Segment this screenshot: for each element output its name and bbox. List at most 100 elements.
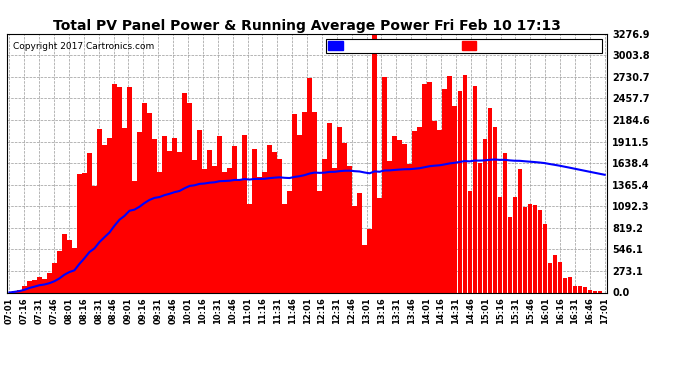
Bar	[328, 123, 332, 292]
Bar	[208, 150, 212, 292]
Bar	[568, 277, 572, 292]
Bar	[457, 91, 462, 292]
Bar	[222, 172, 226, 292]
Bar	[453, 106, 457, 292]
Bar	[528, 204, 532, 292]
Bar	[562, 278, 566, 292]
Bar	[373, 34, 377, 292]
Bar	[353, 206, 357, 292]
Bar	[377, 198, 382, 292]
Bar	[72, 248, 77, 292]
Bar	[157, 172, 161, 292]
Bar	[593, 291, 597, 292]
Bar	[598, 291, 602, 292]
Bar	[132, 181, 137, 292]
Bar	[248, 204, 252, 292]
Bar	[348, 166, 352, 292]
Bar	[437, 130, 442, 292]
Bar	[37, 277, 41, 292]
Bar	[293, 114, 297, 292]
Bar	[142, 103, 146, 292]
Bar	[233, 147, 237, 292]
Bar	[188, 103, 192, 292]
Bar	[322, 159, 326, 292]
Bar	[262, 172, 266, 292]
Bar	[408, 164, 412, 292]
Bar	[242, 135, 246, 292]
Bar	[282, 204, 286, 292]
Bar	[42, 279, 46, 292]
Bar	[237, 180, 242, 292]
Bar	[468, 191, 472, 292]
Bar	[182, 93, 186, 292]
Bar	[297, 135, 302, 292]
Bar	[62, 234, 66, 292]
Bar	[513, 198, 517, 292]
Bar	[522, 207, 526, 292]
Bar	[558, 262, 562, 292]
Bar	[417, 127, 422, 292]
Bar	[553, 255, 557, 292]
Bar	[172, 138, 177, 292]
Bar	[28, 280, 32, 292]
Bar	[462, 75, 466, 292]
Bar	[108, 138, 112, 292]
Bar	[202, 168, 206, 292]
Bar	[442, 89, 446, 292]
Bar	[88, 153, 92, 292]
Bar	[193, 160, 197, 292]
Bar	[402, 144, 406, 292]
Bar	[268, 146, 272, 292]
Bar	[357, 193, 362, 292]
Bar	[333, 168, 337, 292]
Bar	[342, 144, 346, 292]
Bar	[22, 286, 26, 292]
Bar	[508, 217, 512, 292]
Bar	[337, 127, 342, 292]
Bar	[422, 84, 426, 292]
Bar	[497, 197, 502, 292]
Bar	[477, 163, 482, 292]
Bar	[448, 76, 452, 292]
Bar	[168, 151, 172, 292]
Bar	[428, 82, 432, 292]
Bar	[288, 191, 292, 292]
Bar	[493, 127, 497, 292]
Bar	[533, 206, 537, 292]
Bar	[97, 129, 101, 292]
Bar	[32, 280, 37, 292]
Bar	[17, 290, 21, 292]
Bar	[317, 191, 322, 292]
Text: Copyright 2017 Cartronics.com: Copyright 2017 Cartronics.com	[13, 42, 154, 51]
Bar	[382, 77, 386, 292]
Bar	[12, 291, 17, 292]
Bar	[502, 153, 506, 292]
Bar	[397, 140, 402, 292]
Bar	[313, 112, 317, 292]
Bar	[253, 149, 257, 292]
Bar	[82, 173, 86, 292]
Bar	[588, 290, 592, 292]
Bar	[277, 159, 282, 292]
Bar	[52, 264, 57, 292]
Legend: Average  (DC Watts), PV Panels  (DC Watts): Average (DC Watts), PV Panels (DC Watts)	[326, 39, 602, 54]
Bar	[433, 121, 437, 292]
Bar	[368, 230, 372, 292]
Bar	[197, 130, 201, 292]
Bar	[518, 169, 522, 292]
Bar	[162, 136, 166, 292]
Bar	[57, 251, 61, 292]
Bar	[308, 78, 312, 292]
Bar	[92, 186, 97, 292]
Bar	[117, 87, 121, 292]
Bar	[112, 84, 117, 292]
Bar	[48, 273, 52, 292]
Bar	[128, 87, 132, 292]
Bar	[148, 113, 152, 292]
Bar	[273, 152, 277, 292]
Bar	[102, 145, 106, 292]
Bar	[538, 210, 542, 292]
Bar	[177, 152, 181, 292]
Bar	[393, 136, 397, 292]
Bar	[152, 139, 157, 292]
